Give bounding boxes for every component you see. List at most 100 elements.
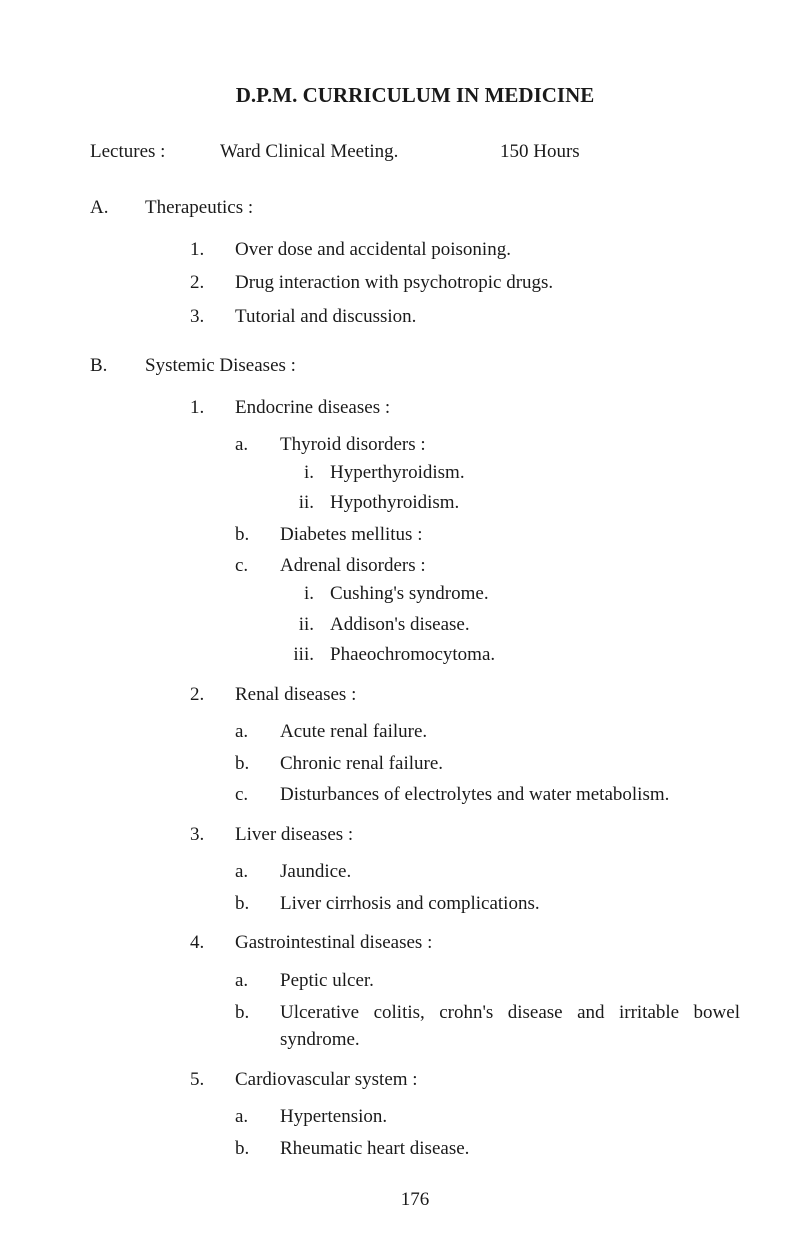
alpha-item: c.Disturbances of electrolytes and water…: [235, 781, 740, 809]
alpha-header: b.Ulcerative colitis, crohn's disease an…: [235, 999, 740, 1054]
alpha-item: a.Peptic ulcer.: [235, 967, 740, 995]
alpha-list: a.Jaundice.b.Liver cirrhosis and complic…: [235, 858, 740, 917]
alpha-marker: b.: [235, 999, 280, 1054]
roman-marker: iii.: [280, 641, 330, 669]
alpha-text: Disturbances of electrolytes and water m…: [280, 781, 740, 809]
item-marker: 2.: [190, 681, 235, 709]
alpha-item: c.Adrenal disorders :i.Cushing's syndrom…: [235, 552, 740, 668]
alpha-marker: a.: [235, 718, 280, 746]
alpha-marker: c.: [235, 552, 280, 580]
alpha-text: Chronic renal failure.: [280, 750, 740, 778]
section-b: B. Systemic Diseases : 1.Endocrine disea…: [90, 352, 740, 1162]
alpha-list: a.Hypertension.b.Rheumatic heart disease…: [235, 1103, 740, 1162]
roman-marker: i.: [280, 459, 330, 487]
section-b-letter: B.: [90, 352, 145, 380]
alpha-marker: b.: [235, 521, 280, 549]
alpha-header: b.Chronic renal failure.: [235, 750, 740, 778]
alpha-list: a.Peptic ulcer.b.Ulcerative colitis, cro…: [235, 967, 740, 1054]
roman-item: ii.Hypothyroidism.: [280, 489, 740, 517]
alpha-text: Acute renal failure.: [280, 718, 740, 746]
list-item: 3. Tutorial and discussion.: [190, 303, 740, 331]
item-heading: Gastrointestinal diseases :: [235, 929, 740, 957]
section-a-list: 1. Over dose and accidental poisoning. 2…: [190, 236, 740, 331]
item-heading: Renal diseases :: [235, 681, 740, 709]
section-a-letter: A.: [90, 194, 145, 222]
alpha-text: Ulcerative colitis, crohn's disease and …: [280, 999, 740, 1054]
list-item: 5.Cardiovascular system : a.Hypertension.…: [190, 1066, 740, 1163]
list-item: 2. Drug interaction with psychotropic dr…: [190, 269, 740, 297]
section-a-title: Therapeutics :: [145, 194, 740, 222]
list-item: 4.Gastrointestinal diseases : a.Peptic ul…: [190, 929, 740, 1053]
roman-marker: ii.: [280, 611, 330, 639]
roman-marker: ii.: [280, 489, 330, 517]
lectures-label: Lectures :: [90, 138, 220, 166]
item-marker: 4.: [190, 929, 235, 957]
item-header: 2.Renal diseases :: [190, 681, 740, 709]
alpha-header: b.Diabetes mellitus :: [235, 521, 740, 549]
alpha-marker: b.: [235, 750, 280, 778]
alpha-text: Peptic ulcer.: [280, 967, 740, 995]
item-text: Over dose and accidental poisoning.: [235, 236, 740, 264]
alpha-marker: a.: [235, 1103, 280, 1131]
alpha-item: b.Chronic renal failure.: [235, 750, 740, 778]
lectures-meeting: Ward Clinical Meeting.: [220, 138, 500, 166]
roman-list: i.Cushing's syndrome. ii.Addison's diseas…: [280, 580, 740, 669]
list-item: 1.Endocrine diseases : a.Thyroid disorder…: [190, 394, 740, 669]
lectures-row: Lectures : Ward Clinical Meeting. 150 Ho…: [90, 138, 740, 166]
section-a: A. Therapeutics : 1. Over dose and accid…: [90, 194, 740, 330]
alpha-item: a.Thyroid disorders :i.Hyperthyroidism.i…: [235, 431, 740, 517]
alpha-item: b.Rheumatic heart disease.: [235, 1135, 740, 1163]
item-marker: 3.: [190, 821, 235, 849]
alpha-marker: a.: [235, 967, 280, 995]
alpha-text: Diabetes mellitus :: [280, 521, 740, 549]
list-item: 3.Liver diseases :a.Jaundice.b.Liver cir…: [190, 821, 740, 918]
section-a-header: A. Therapeutics :: [90, 194, 740, 222]
item-text: Tutorial and discussion.: [235, 303, 740, 331]
alpha-item: b.Ulcerative colitis, crohn's disease an…: [235, 999, 740, 1054]
item-marker: 2.: [190, 269, 235, 297]
alpha-text: Thyroid disorders :: [280, 431, 740, 459]
item-header: 1.Endocrine diseases :: [190, 394, 740, 422]
section-b-list: 1.Endocrine diseases :a.Thyroid disorder…: [190, 394, 740, 1163]
item-header: 3.Liver diseases :: [190, 821, 740, 849]
alpha-marker: b.: [235, 1135, 280, 1163]
section-b-title: Systemic Diseases :: [145, 352, 740, 380]
alpha-text: Jaundice.: [280, 858, 740, 886]
alpha-text: Hypertension.: [280, 1103, 740, 1131]
item-text: Drug interaction with psychotropic drugs…: [235, 269, 740, 297]
alpha-header: a.Thyroid disorders :: [235, 431, 740, 459]
item-heading: Liver diseases :: [235, 821, 740, 849]
roman-item: ii.Addison's disease.: [280, 611, 740, 639]
alpha-header: c.Adrenal disorders :: [235, 552, 740, 580]
roman-list: i.Hyperthyroidism.ii.Hypothyroidism.: [280, 459, 740, 517]
alpha-marker: a.: [235, 431, 280, 459]
page-title: D.P.M. CURRICULUM IN MEDICINE: [90, 80, 740, 110]
roman-text: Phaeochromocytoma.: [330, 641, 740, 669]
roman-text: Addison's disease.: [330, 611, 740, 639]
alpha-header: a.Hypertension.: [235, 1103, 740, 1131]
item-heading: Endocrine diseases :: [235, 394, 740, 422]
alpha-text: Liver cirrhosis and complications.: [280, 890, 740, 918]
roman-text: Cushing's syndrome.: [330, 580, 740, 608]
alpha-marker: a.: [235, 858, 280, 886]
item-marker: 1.: [190, 394, 235, 422]
item-marker: 3.: [190, 303, 235, 331]
alpha-marker: c.: [235, 781, 280, 809]
alpha-header: b.Liver cirrhosis and complications.: [235, 890, 740, 918]
alpha-header: c.Disturbances of electrolytes and water…: [235, 781, 740, 809]
alpha-header: a.Acute renal failure.: [235, 718, 740, 746]
list-item: 1. Over dose and accidental poisoning.: [190, 236, 740, 264]
roman-text: Hyperthyroidism.: [330, 459, 740, 487]
alpha-text: Rheumatic heart disease.: [280, 1135, 740, 1163]
alpha-text: Adrenal disorders :: [280, 552, 740, 580]
roman-item: i.Cushing's syndrome.: [280, 580, 740, 608]
item-heading: Cardiovascular system :: [235, 1066, 740, 1094]
alpha-header: b.Rheumatic heart disease.: [235, 1135, 740, 1163]
alpha-marker: b.: [235, 890, 280, 918]
alpha-item: a.Hypertension.: [235, 1103, 740, 1131]
alpha-list: a.Thyroid disorders :i.Hyperthyroidism.i…: [235, 431, 740, 668]
list-item: 2.Renal diseases : a.Acute renal failure.…: [190, 681, 740, 809]
roman-item: iii.Phaeochromocytoma.: [280, 641, 740, 669]
item-marker: 1.: [190, 236, 235, 264]
item-header: 5.Cardiovascular system :: [190, 1066, 740, 1094]
